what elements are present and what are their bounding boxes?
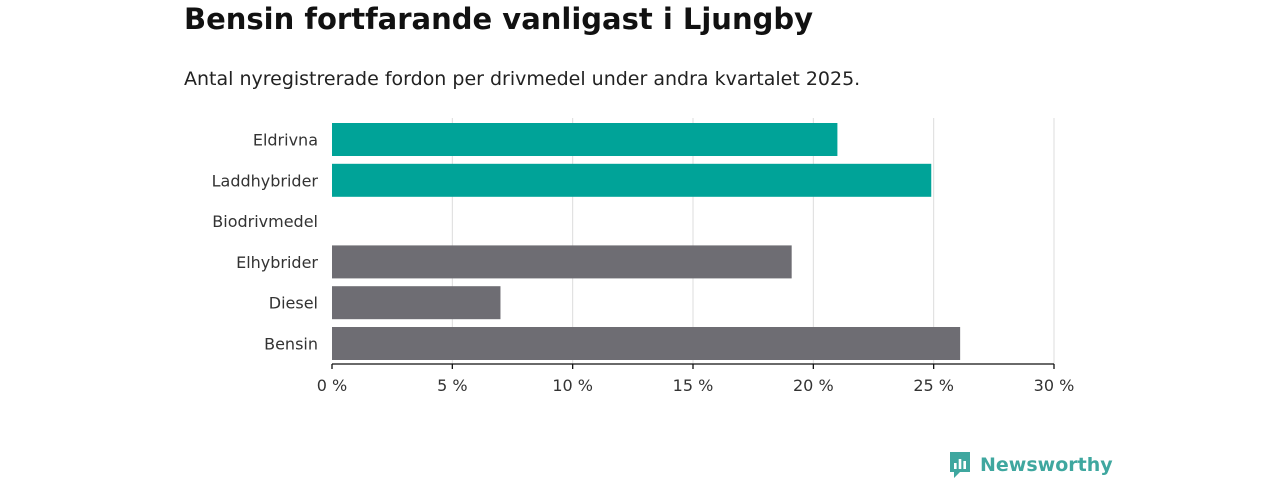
category-label: Eldrivna: [253, 131, 318, 150]
bar-bensin: [332, 327, 961, 360]
x-tick-label: 30 %: [1034, 376, 1075, 395]
chart-title: Bensin fortfarande vanligast i Ljungby: [184, 2, 814, 36]
category-label: Biodrivmedel: [212, 212, 318, 231]
newsworthy-logo: Newsworthy: [948, 450, 1113, 480]
category-label: Diesel: [269, 294, 318, 313]
category-labels: Eldrivna Laddhybrider Biodrivmedel Elhybrid…: [212, 131, 319, 354]
chart-subtitle: Antal nyregistrerade fordon per drivmede…: [184, 68, 861, 90]
x-tick-label: 20 %: [793, 376, 834, 395]
bars: [332, 123, 961, 360]
gridlines: [451, 118, 1055, 364]
newsworthy-logo-text: Newsworthy: [980, 454, 1113, 476]
x-tick-label: 10 %: [552, 376, 593, 395]
x-tick-label: 5 %: [437, 376, 467, 395]
x-tick-label: 25 %: [913, 376, 954, 395]
x-axis: 0 % 5 % 10 % 15 % 20 % 25 % 30 %: [317, 363, 1075, 395]
x-tick-label: 15 %: [673, 376, 714, 395]
category-label: Bensin: [264, 335, 318, 354]
bar-laddhybrider: [332, 163, 932, 197]
bar-eldrivna: [332, 123, 838, 156]
category-label: Laddhybrider: [212, 171, 319, 190]
bar-diesel: [332, 286, 501, 320]
bar-elhybrider: [332, 245, 792, 279]
x-tick-label: 0 %: [317, 376, 347, 395]
category-label: Elhybrider: [236, 253, 318, 272]
newsworthy-logo-icon: [950, 452, 970, 478]
